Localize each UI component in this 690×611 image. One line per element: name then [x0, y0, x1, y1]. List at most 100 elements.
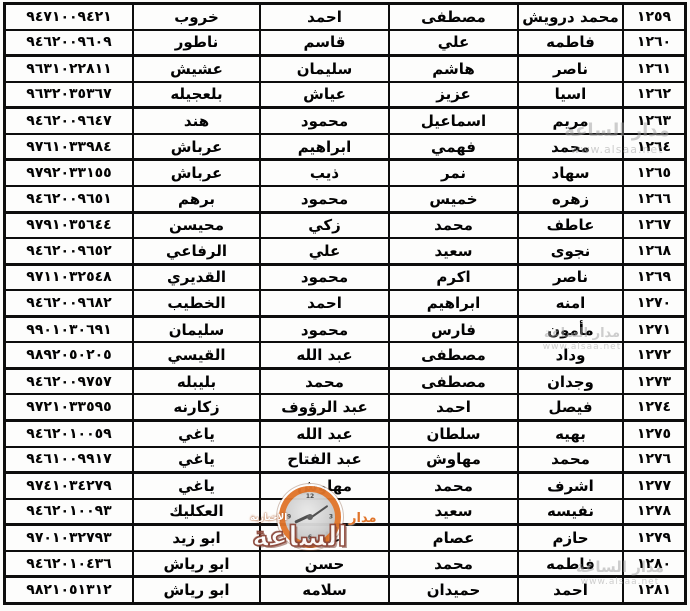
cell-first-name: اسيا — [517, 82, 622, 107]
cell-family-name: عرباش — [132, 161, 259, 185]
cell-serial-number: ١٢٧٢ — [622, 343, 684, 367]
cell-serial-number: ١٢٧٩ — [622, 526, 684, 550]
table-row: ١٢٦٦ زهره خميس محمود برهم ٩٤٦٢٠٠٩٦٥١ — [6, 186, 684, 214]
cell-grandfather-name: مهاوش — [259, 474, 388, 498]
cell-family-name: زكارنه — [132, 395, 259, 419]
cell-serial-number: ١٢٥٩ — [622, 5, 684, 29]
cell-grandfather-name: محمد — [259, 369, 388, 394]
cell-father-name: محمد — [388, 474, 517, 498]
cell-first-name: فيصل — [517, 395, 622, 419]
cell-national-number: ٩٧٦١٠٣٣٩٨٤ — [26, 138, 112, 155]
cell-family-name: ياغي — [132, 422, 259, 446]
cell-grandfather-name: ابراهيم — [259, 134, 388, 159]
cell-grandfather-name: سليمان — [259, 57, 388, 81]
cell-grandfather-name: ذيب — [259, 161, 388, 185]
cell-national-number: ٩٤٦٢٠١٠٠٩٣ — [26, 503, 112, 520]
cell-national-number: ٩٤٦١٠٠٩٩١٧ — [26, 451, 112, 468]
table-row: ١٢٧١ مأمون فارس محمود سليمان ٩٩٠١٠٣٠٦٩١ — [6, 317, 684, 344]
cell-national-number: ٩٤٦٢٠٠٩٧٥٧ — [26, 373, 112, 390]
cell-family-name: ياغي — [132, 447, 259, 472]
cell-first-name: عاطف — [517, 213, 622, 238]
cell-first-name: بهيه — [517, 422, 622, 446]
cell-grandfather-name: عبد الفتاح — [259, 447, 388, 472]
cell-grandfather-name: علي — [259, 526, 388, 550]
table-row: ١٢٦٠ فاطمه علي قاسم ناطور ٩٤٦٢٠٠٩٦٠٩ — [6, 30, 684, 58]
cell-father-name: فهمي — [388, 134, 517, 159]
table-row: ١٢٧٠ امنه ابراهيم احمد الخطيب ٩٤٦٢٠٠٩٦٨٢ — [6, 291, 684, 318]
cell-father-name: نمر — [388, 161, 517, 185]
cell-grandfather-name: محمود — [259, 186, 388, 211]
cell-serial-number: ١٢٧٣ — [622, 369, 684, 394]
cell-national-number: ٩٤٦٢٠٠٩٦٨٢ — [26, 294, 112, 311]
cell-father-name: اسماعيل — [388, 109, 517, 133]
table-row: ١٢٥٩ محمد درويش مصطفى احمد خروب ٩٤٧١٠٠٩٤٢١ — [6, 5, 684, 31]
data-table: ١٢٥٩ محمد درويش مصطفى احمد خروب ٩٤٧١٠٠٩٤٢١ ١٢٦… — [3, 2, 687, 605]
cell-family-name: عشيش — [132, 57, 259, 81]
cell-serial-number: ١٢٧٦ — [622, 447, 684, 472]
cell-first-name: سهاد — [517, 161, 622, 185]
cell-grandfather-name: عبد الله — [259, 422, 388, 446]
cell-father-name: محمد — [388, 551, 517, 576]
cell-national-number: ٩٦٣٢٠٣٥٣٦٧ — [26, 86, 112, 103]
cell-serial-number: ١٢٦١ — [622, 57, 684, 81]
cell-family-name: القيسي — [132, 343, 259, 367]
cell-family-name: سليمان — [132, 317, 259, 342]
cell-first-name: مريم — [517, 109, 622, 133]
cell-father-name: علي — [388, 30, 517, 55]
cell-serial-number: ١٢٦٢ — [622, 82, 684, 107]
cell-father-name: سعيد — [388, 499, 517, 524]
cell-first-name: محمد درويش — [517, 5, 622, 29]
cell-father-name: خميس — [388, 186, 517, 211]
cell-national-number: ٩٧٩١٠٣٥٦٤٤ — [26, 217, 112, 234]
cell-family-name: بلعجيله — [132, 82, 259, 107]
table-row: ١٢٦٤ محمد فهمي ابراهيم عرباش ٩٧٦١٠٣٣٩٨٤ — [6, 134, 684, 162]
cell-grandfather-name: محمود — [259, 265, 388, 290]
cell-national-number: ٩٧٠١٠٣٢٧٩٣ — [26, 530, 112, 547]
cell-national-number: ٩٧٩٢٠٣٣١٥٥ — [26, 165, 112, 182]
table-row: ١٢٧٨ نفيسه سعيد العكليك ٩٤٦٢٠١٠٠٩٣ — [6, 499, 684, 527]
cell-national-number: ٩٧١١٠٣٢٥٤٨ — [26, 269, 112, 286]
cell-grandfather-name: احمد — [259, 291, 388, 315]
table-row: ١٢٦٢ اسيا عزيز عياش بلعجيله ٩٦٣٢٠٣٥٣٦٧ — [6, 82, 684, 110]
cell-serial-number: ١٢٦٥ — [622, 161, 684, 185]
cell-father-name: حميدان — [388, 578, 517, 602]
cell-national-number: ٩٧٢١٠٣٣٥٩٥ — [26, 399, 112, 416]
cell-national-number: ٩٤٦٢٠٠٩٦٥١ — [26, 190, 112, 207]
cell-first-name: فاطمه — [517, 551, 622, 576]
cell-national-number: ٩٤٦٢٠٠٩٦٤٧ — [26, 113, 112, 130]
cell-father-name: فارس — [388, 317, 517, 342]
table-row: ١٢٦٨ نجوى سعيد علي الرفاعي ٩٤٦٢٠٠٩٦٥٢ — [6, 239, 684, 266]
cell-serial-number: ١٢٨٠ — [622, 551, 684, 576]
cell-serial-number: ١٢٦٣ — [622, 109, 684, 133]
table-row: ١٢٧٧ اشرف محمد مهاوش ياغي ٩٧٤١٠٣٤٢٧٩ — [6, 474, 684, 500]
cell-family-name: محيسن — [132, 213, 259, 238]
cell-grandfather-name: احمد — [259, 5, 388, 29]
cell-father-name: عصام — [388, 526, 517, 550]
cell-grandfather-name: عياش — [259, 82, 388, 107]
table-row: ١٢٧٢ وداد مصطفى عبد الله القيسي ٩٨٩٢٠٥٠٢٠٥ — [6, 343, 684, 370]
table-row: ١٢٧٩ حازم عصام علي ابو زيد ٩٧٠١٠٣٢٧٩٣ — [6, 526, 684, 552]
cell-father-name: محمد — [388, 213, 517, 238]
cell-first-name: نجوى — [517, 239, 622, 263]
cell-family-name: الخطيب — [132, 291, 259, 315]
cell-national-number: ٩٧٤١٠٣٤٢٧٩ — [26, 477, 112, 494]
table-row: ١٢٦٣ مريم اسماعيل محمود هند ٩٤٦٢٠٠٩٦٤٧ — [6, 109, 684, 135]
cell-grandfather-name: زكي — [259, 213, 388, 238]
cell-grandfather-name: محمود — [259, 109, 388, 133]
table-row: ١٢٧٥ بهيه سلطان عبد الله ياغي ٩٤٦٢٠١٠٠٥٩ — [6, 422, 684, 448]
cell-serial-number: ١٢٦٨ — [622, 239, 684, 263]
cell-grandfather-name: قاسم — [259, 30, 388, 55]
table-row: ١٢٦٥ سهاد نمر ذيب عرباش ٩٧٩٢٠٣٣١٥٥ — [6, 161, 684, 187]
cell-national-number: ٩٤٦٢٠٠٩٦٥٢ — [26, 242, 112, 259]
cell-grandfather-name: حسن — [259, 551, 388, 576]
cell-family-name: عرباش — [132, 134, 259, 159]
table-row: ١٢٦٩ ناصر اكرم محمود القديري ٩٧١١٠٣٢٥٤٨ — [6, 265, 684, 292]
cell-serial-number: ١٢٦٠ — [622, 30, 684, 55]
cell-father-name: سعيد — [388, 239, 517, 263]
cell-first-name: وجدان — [517, 369, 622, 394]
cell-father-name: مهاوش — [388, 447, 517, 472]
table-row: ١٢٨٠ فاطمه محمد حسن ابو رياش ٩٤٦٢٠١٠٤٣٦ — [6, 551, 684, 579]
cell-grandfather-name: عبد الله — [259, 343, 388, 367]
cell-serial-number: ١٢٦٦ — [622, 186, 684, 211]
